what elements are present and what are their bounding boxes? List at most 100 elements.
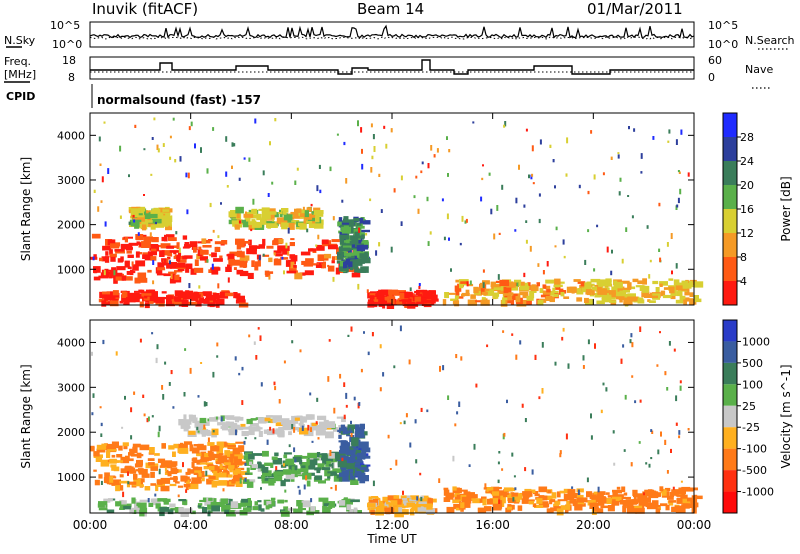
data-cell [244,477,247,482]
data-cell [347,255,355,260]
data-cell [648,300,656,303]
data-cell [590,413,592,419]
data-cell [359,232,365,236]
data-cell [246,248,254,255]
data-cell [196,480,202,484]
data-cell [584,259,587,265]
data-cell [252,220,257,227]
data-cell [235,481,243,487]
data-cell [656,364,659,367]
data-cell [552,159,555,163]
data-cell [373,146,376,152]
data-cell [395,301,403,305]
data-cell [206,478,214,485]
data-cell [637,496,643,503]
data-cell [634,505,643,509]
data-cell [327,471,337,474]
data-cell [195,478,200,481]
data-cell [145,289,156,297]
data-cell [132,214,135,218]
data-cell [369,500,374,505]
data-cell [314,475,323,480]
data-cell [488,172,491,176]
colorbar-tick-label: -500 [742,464,767,477]
data-cell [430,145,433,151]
y-tick-label: 2000 [57,219,85,232]
data-cell [206,239,211,244]
data-cell [633,494,637,502]
data-cell [363,331,365,334]
data-cell [261,467,269,473]
data-cell [343,414,346,420]
data-cell [299,460,303,465]
data-cell [109,476,114,483]
data-cell [586,477,589,483]
data-cell [283,454,288,459]
data-cell [119,507,125,510]
data-cell [198,285,201,289]
data-cell [674,505,685,512]
data-cell [329,460,335,464]
data-cell [197,430,200,433]
data-cell [669,286,675,294]
data-cell [224,450,231,457]
data-cell [372,480,375,487]
data-cell [115,273,124,281]
data-cell [212,229,215,233]
data-cell [244,431,255,436]
data-cell [205,470,208,476]
data-cell [167,471,172,477]
data-cell [96,444,107,450]
data-cell [446,136,448,140]
data-cell [227,264,231,267]
data-cell [370,167,373,173]
data-cell [461,215,464,222]
data-cell [442,365,445,371]
data-cell [186,209,189,215]
colorbar-tick-label: -25 [742,421,760,434]
data-cell [217,301,223,305]
data-cell [624,293,634,299]
data-cell [643,492,645,496]
data-cell [169,483,177,487]
data-cell [166,234,175,237]
data-cell [199,421,210,426]
y-tick-label: 3000 [57,174,85,187]
colorbar-segment [723,113,737,137]
data-cell [196,445,207,451]
data-cell [645,497,651,503]
data-cell [168,300,179,304]
data-cell [122,442,129,447]
data-cell [101,256,109,262]
colorbar-label: Velocity [m s^-1] [779,364,793,468]
data-cell [289,266,297,273]
data-cell [181,301,189,307]
data-cell [484,288,494,293]
data-cell [270,497,276,501]
data-cell [427,241,430,246]
data-cell [678,430,681,435]
data-cell [499,279,510,287]
data-cell [339,239,344,245]
data-cell [361,449,367,456]
data-cell [254,501,258,506]
data-cell [498,232,501,235]
data-cell [621,486,626,492]
noise-panel-frame [89,21,695,48]
data-cell [542,290,551,296]
noise-right-tick-top: 10^5 [708,19,738,32]
data-cell [319,423,323,430]
data-cell [168,382,171,386]
data-cell [200,426,204,429]
data-cell [236,295,245,301]
data-cell [213,258,223,262]
data-cell [282,463,285,467]
data-cell [199,499,207,503]
data-cell [156,479,163,485]
data-cell [374,299,379,305]
data-cell [475,383,478,388]
data-cell [659,283,663,287]
data-cell [611,286,618,293]
data-cell [582,365,585,369]
data-cell [577,489,580,495]
